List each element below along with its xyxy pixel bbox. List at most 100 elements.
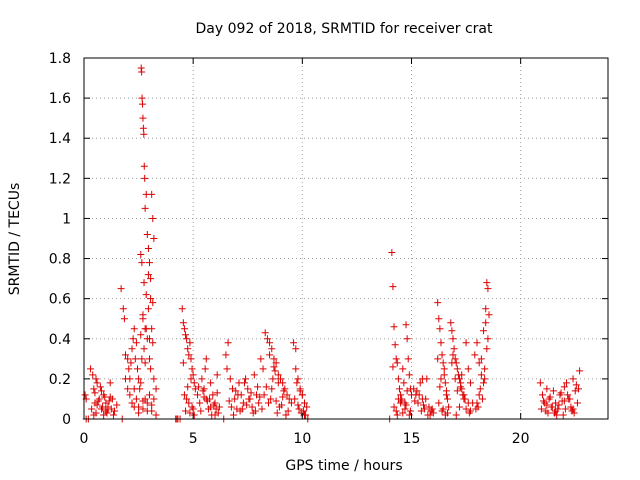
data-point: [273, 409, 281, 417]
data-point: [148, 325, 156, 333]
data-point: [569, 405, 577, 413]
data-point: [536, 379, 544, 387]
data-point: [296, 387, 304, 395]
data-point: [442, 387, 450, 395]
data-point: [183, 335, 191, 343]
data-point: [93, 379, 101, 387]
data-point: [274, 371, 282, 379]
data-point: [195, 383, 203, 391]
data-point: [453, 365, 461, 373]
data-point: [139, 114, 147, 122]
data-point: [563, 379, 571, 387]
grid: [84, 58, 608, 419]
data-point: [539, 391, 546, 399]
data-point: [437, 375, 445, 383]
data-point: [441, 411, 449, 419]
data-point: [141, 325, 149, 333]
data-point: [135, 375, 143, 383]
data-point: [188, 365, 196, 373]
data-point: [477, 355, 485, 363]
data-point: [552, 407, 560, 415]
data-point: [478, 395, 486, 403]
data-point: [141, 359, 149, 367]
data-point: [406, 407, 414, 415]
data-point: [140, 162, 148, 170]
y-tick-label: 0.2: [49, 372, 71, 388]
data-point: [473, 339, 481, 347]
data-point: [540, 397, 548, 405]
data-point: [262, 383, 270, 391]
data-point: [132, 339, 140, 347]
data-point: [272, 397, 280, 405]
data-point: [186, 339, 194, 347]
data-point: [133, 365, 141, 373]
data-point: [561, 405, 569, 413]
data-point: [284, 407, 292, 415]
data-point: [263, 335, 271, 343]
data-point: [272, 359, 280, 367]
data-point: [460, 391, 468, 399]
data-point: [572, 381, 580, 389]
data-point: [290, 339, 298, 347]
data-point: [401, 405, 409, 413]
data-point: [453, 387, 461, 395]
data-point: [144, 271, 152, 279]
data-point: [180, 325, 188, 333]
data-point: [143, 230, 151, 238]
data-point: [403, 387, 411, 395]
data-point: [144, 245, 152, 253]
data-point: [560, 397, 568, 405]
axis-ticks: [83, 57, 608, 420]
data-point: [149, 339, 157, 347]
data-point: [260, 391, 268, 399]
data-point: [448, 359, 456, 367]
data-point: [149, 214, 157, 222]
data-point: [466, 379, 474, 387]
data-point: [449, 335, 457, 343]
data-point: [131, 355, 139, 363]
y-axis-title: SRMTID / TECUs: [7, 183, 23, 296]
data-point: [475, 359, 483, 367]
data-point: [268, 345, 276, 353]
data-point: [207, 379, 215, 387]
data-point: [303, 403, 311, 411]
data-point: [411, 397, 419, 405]
data-point: [202, 355, 210, 363]
data-point: [416, 379, 424, 387]
data-point: [257, 355, 265, 363]
data-point: [132, 395, 140, 403]
data-point: [94, 397, 102, 405]
data-point: [261, 329, 269, 337]
data-point: [418, 375, 426, 383]
data-point: [128, 399, 136, 407]
data-point: [464, 399, 472, 407]
data-point: [194, 391, 202, 399]
data-point: [546, 393, 554, 401]
data-point: [190, 379, 198, 387]
data-point: [138, 259, 146, 267]
data-point: [250, 371, 258, 379]
data-point: [417, 407, 425, 415]
data-point: [106, 379, 114, 387]
data-point: [451, 375, 459, 383]
data-point: [422, 395, 430, 403]
data-point: [259, 365, 267, 373]
y-tick-label: 1.8: [49, 51, 71, 67]
data-point: [254, 383, 262, 391]
data-point: [150, 235, 158, 242]
data-point: [226, 375, 234, 383]
data-point: [124, 385, 132, 393]
data-point: [283, 391, 291, 399]
data-point: [400, 379, 408, 387]
y-tick-label: 1.6: [49, 91, 71, 107]
data-point: [179, 319, 187, 327]
data-point: [435, 399, 443, 407]
data-point: [88, 405, 96, 413]
x-tick-label: 0: [80, 431, 89, 447]
data-point: [434, 299, 442, 307]
data-point: [269, 375, 277, 383]
data-point: [238, 405, 246, 413]
data-point: [232, 387, 240, 395]
data-point: [441, 379, 449, 387]
data-point: [391, 341, 399, 349]
